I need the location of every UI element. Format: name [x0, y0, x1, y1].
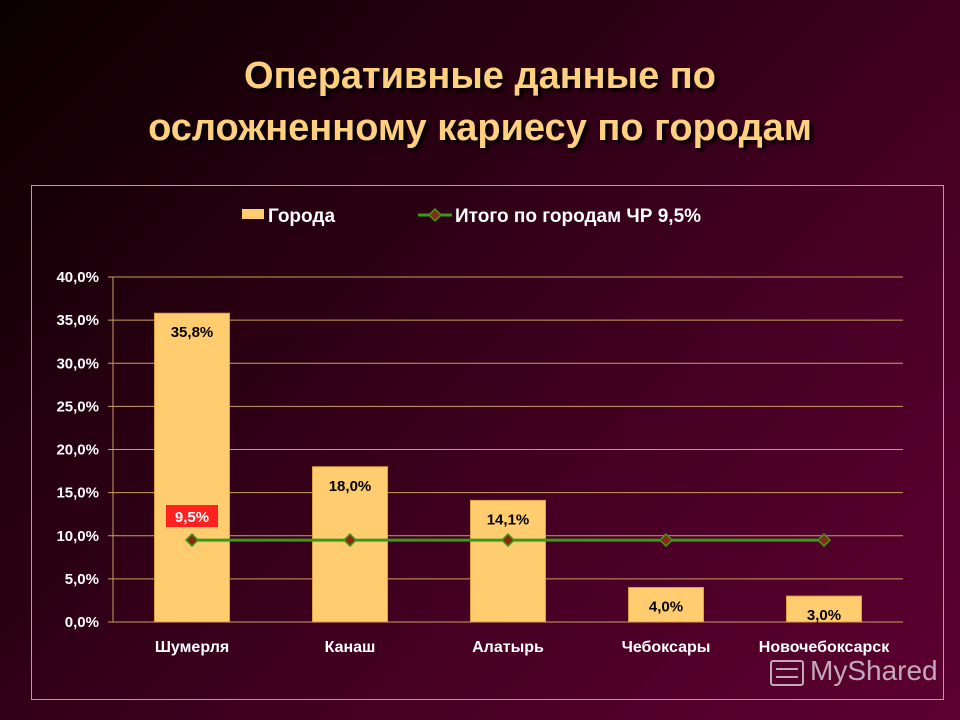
watermark-text: MyShared [810, 655, 938, 686]
y-tick-label: 25,0% [56, 398, 99, 415]
average-label-box [166, 505, 218, 528]
bar-data-label: 18,0% [329, 478, 372, 495]
bar [786, 595, 862, 623]
bar [628, 587, 704, 623]
legend-label-bar: Города [268, 206, 335, 227]
average-line-point [342, 533, 358, 548]
watermark-logo-icon [770, 659, 804, 686]
chart-frame [31, 185, 944, 700]
x-tick-label: Чебоксары [622, 639, 711, 656]
y-tick-label: 35,0% [56, 312, 99, 329]
x-tick-label: Канаш [325, 639, 376, 656]
bar-data-label: 4,0% [649, 599, 683, 616]
y-tick-label: 20,0% [56, 442, 99, 459]
average-line-point [500, 533, 516, 548]
bar-data-label: 14,1% [487, 511, 530, 528]
legend-label-line: Итого по городам ЧР 9,5% [455, 206, 701, 227]
bar-data-label: 35,8% [171, 324, 214, 341]
y-tick-label: 15,0% [56, 485, 99, 502]
y-tick-label: 10,0% [56, 528, 99, 545]
y-tick-label: 5,0% [65, 571, 99, 588]
x-tick-label: Новочебоксарск [759, 639, 890, 656]
legend-swatch-bar [242, 209, 264, 219]
bar-data-label: 3,0% [807, 607, 841, 624]
watermark: MyShared [770, 655, 938, 687]
legend-marker-line [427, 207, 443, 223]
y-tick-label: 30,0% [56, 355, 99, 372]
chart-title: Оперативные данные по осложненному карие… [0, 50, 960, 154]
y-tick-label: 0,0% [65, 614, 99, 631]
bar [470, 499, 546, 623]
x-tick-label: Алатырь [472, 639, 544, 656]
bar [154, 312, 230, 623]
y-tick-label: 40,0% [56, 269, 99, 286]
average-line-point [658, 533, 674, 548]
average-line-point [184, 533, 200, 548]
chart-title-line-2: осложненному кариесу по городам [148, 107, 812, 149]
chart-title-line-1: Оперативные данные по [244, 55, 716, 97]
x-tick-label: Шумерля [155, 639, 229, 656]
average-line-point [816, 533, 832, 548]
average-data-label: 9,5% [175, 509, 209, 526]
